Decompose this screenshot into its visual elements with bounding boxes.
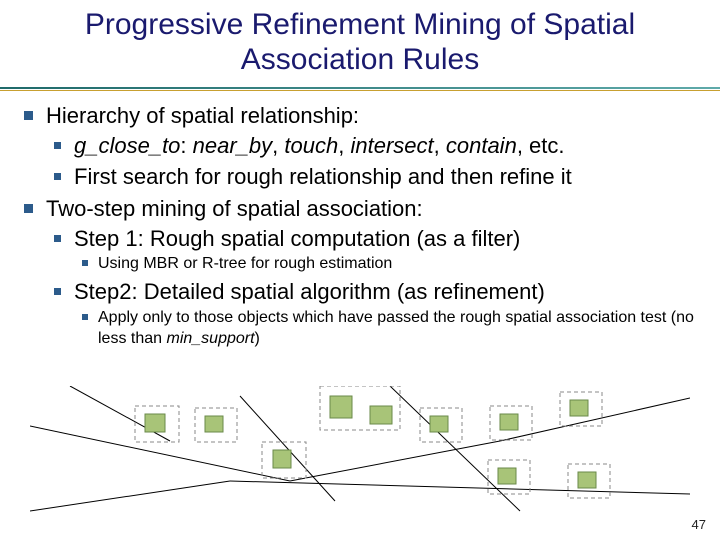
text-segment: , — [272, 133, 284, 158]
bullet-list-lvl2: Step 1: Rough spatial computation (as a … — [46, 224, 710, 350]
slide-title: Progressive Refinement Mining of Spatial… — [0, 0, 720, 81]
bullet-item: Using MBR or R-tree for rough estimation — [74, 253, 710, 275]
object-box — [500, 414, 518, 430]
bullet-item: Hierarchy of spatial relationship: g_clos… — [18, 101, 710, 192]
bullet-text: Step 1: Rough spatial computation (as a … — [74, 226, 520, 251]
bullet-item: Step 1: Rough spatial computation (as a … — [46, 224, 710, 275]
bullet-text: Step2: Detailed spatial algorithm (as re… — [74, 279, 545, 304]
diagram-line — [230, 481, 690, 494]
diagram-line — [240, 396, 335, 501]
bullet-text: Hierarchy of spatial relationship: — [46, 103, 359, 128]
text-segment: ) — [255, 330, 260, 347]
bullet-item: Apply only to those objects which have p… — [74, 307, 710, 350]
bullet-item: First search for rough relationship and … — [46, 162, 710, 192]
text-segment: , etc. — [517, 133, 565, 158]
text-segment: g_close_to — [74, 133, 180, 158]
bullet-item: Two-step mining of spatial association: S… — [18, 194, 710, 350]
text-segment: , — [338, 133, 350, 158]
page-number: 47 — [692, 517, 706, 532]
bullet-item: Step2: Detailed spatial algorithm (as re… — [46, 277, 710, 350]
content-area: Hierarchy of spatial relationship: g_clos… — [0, 91, 720, 350]
object-box — [145, 414, 165, 432]
bullet-list-lvl3: Using MBR or R-tree for rough estimation — [74, 253, 710, 275]
object-box — [430, 416, 448, 432]
diagram-line — [30, 426, 290, 481]
bullet-list-lvl2: g_close_to: near_by, touch, intersect, c… — [46, 131, 710, 192]
object-box — [330, 396, 352, 418]
spatial-diagram — [30, 386, 690, 516]
text-segment: intersect — [350, 133, 433, 158]
text-segment: touch — [284, 133, 338, 158]
object-box — [370, 406, 392, 424]
text-segment: : — [180, 133, 192, 158]
bullet-text: Using MBR or R-tree for rough estimation — [98, 255, 392, 272]
bullet-text: First search for rough relationship and … — [74, 164, 572, 189]
text-segment: contain — [446, 133, 517, 158]
object-box — [273, 450, 291, 468]
diagram-line — [30, 481, 230, 511]
bullet-list-lvl3: Apply only to those objects which have p… — [74, 307, 710, 350]
diagram-line — [390, 386, 520, 511]
object-box — [498, 468, 516, 484]
diagram-line — [500, 398, 690, 441]
bullet-list: Hierarchy of spatial relationship: g_clos… — [18, 101, 710, 350]
bullet-text: Two-step mining of spatial association: — [46, 196, 423, 221]
object-box — [578, 472, 596, 488]
object-box — [570, 400, 588, 416]
bullet-item: g_close_to: near_by, touch, intersect, c… — [46, 131, 710, 161]
text-segment: min_support — [166, 330, 254, 347]
text-segment: , — [434, 133, 446, 158]
text-segment: near_by — [193, 133, 273, 158]
object-box — [205, 416, 223, 432]
